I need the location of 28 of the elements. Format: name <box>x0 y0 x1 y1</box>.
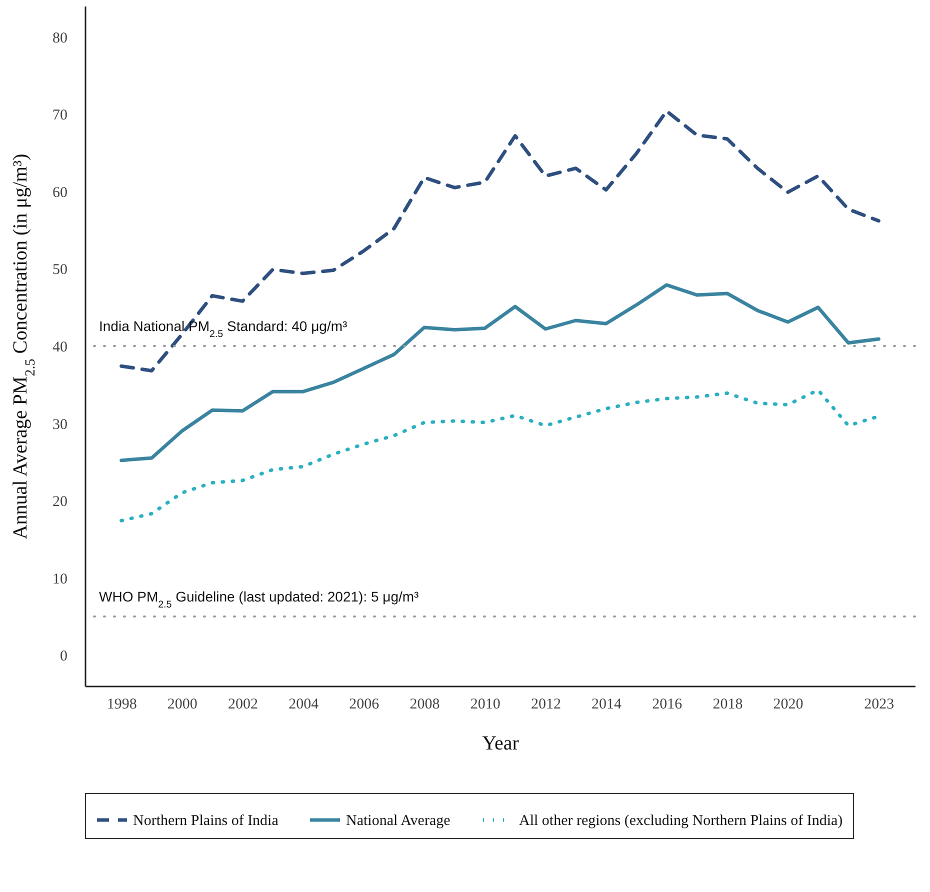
y-tick-label: 20 <box>52 494 68 510</box>
y-tick-label: 30 <box>52 416 68 433</box>
x-tick-label: 2010 <box>470 696 500 712</box>
legend-label: Northern Plains of India <box>133 813 279 829</box>
x-tick-label: 2000 <box>167 696 198 712</box>
y-tick-label: 10 <box>52 571 68 588</box>
x-tick-label: 2006 <box>349 696 380 712</box>
y-tick-label: 40 <box>52 340 68 356</box>
y-tick-label: 50 <box>52 262 68 278</box>
x-tick-label: 2018 <box>712 696 743 712</box>
x-tick-label: 1998 <box>106 696 137 712</box>
x-tick-label: 2012 <box>530 696 561 712</box>
x-tick-label: 2020 <box>773 696 804 712</box>
x-tick-label: 2023 <box>864 696 894 712</box>
x-axis-title: Year <box>482 732 520 754</box>
y-tick-label: 70 <box>52 108 68 124</box>
x-tick-label: 2016 <box>652 696 683 712</box>
y-tick-label: 80 <box>52 30 68 46</box>
x-tick-label: 2014 <box>592 696 622 712</box>
ref-line-label: WHO PM$_{2.5}$ Guideline (last updated: 2021): 5 μg/m³ <box>99 588 420 610</box>
x-tick-label: 2008 <box>410 696 440 712</box>
ref-line-label: India National PM$_{2.5}$ Standard: 40 μg/m³ <box>99 318 348 340</box>
y-tick-label: 0 <box>60 648 68 665</box>
legend-label: All other regions (excluding Northern Plains of India) <box>519 813 843 829</box>
x-tick-label: 2002 <box>228 696 258 712</box>
y-tick-label: 60 <box>52 184 68 201</box>
legend-label: National Average <box>346 813 451 829</box>
x-tick-label: 2004 <box>288 696 320 712</box>
